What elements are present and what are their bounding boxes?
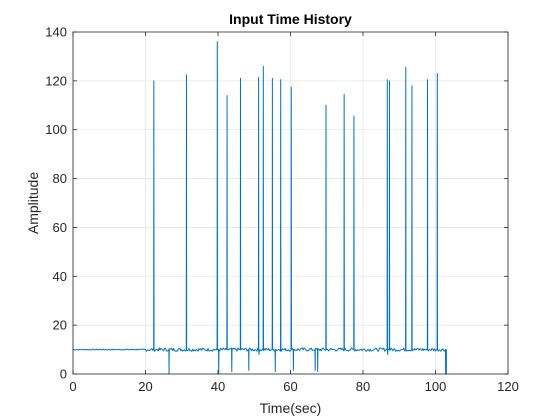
grid [72,31,509,375]
x-tick-label: 0 [69,379,76,394]
x-tick-label: 120 [497,379,519,394]
x-tick-label: 80 [356,379,370,394]
x-tick-label: 100 [425,379,447,394]
series-line [72,41,447,375]
x-axis-label: Time(sec) [260,400,322,416]
y-tick-label: 60 [53,220,67,235]
x-tick-label: 40 [211,379,225,394]
y-tick-label: 0 [60,367,67,382]
y-axis-label: Amplitude [25,172,41,234]
ticks: 0 20 40 60 80 100 120 0 20 40 60 80 100 120 140 [45,25,519,395]
x-tick-label: 20 [138,379,152,394]
y-tick-label: 120 [45,73,67,88]
x-tick-label: 60 [283,379,297,394]
y-tick-label: 20 [53,318,67,333]
y-tick-label: 40 [53,269,67,284]
y-tick-label: 80 [53,171,67,186]
y-tick-label: 100 [45,122,67,137]
series-layer [72,41,447,375]
y-tick-label: 140 [45,25,67,40]
chart-title: Input Time History [229,11,352,27]
